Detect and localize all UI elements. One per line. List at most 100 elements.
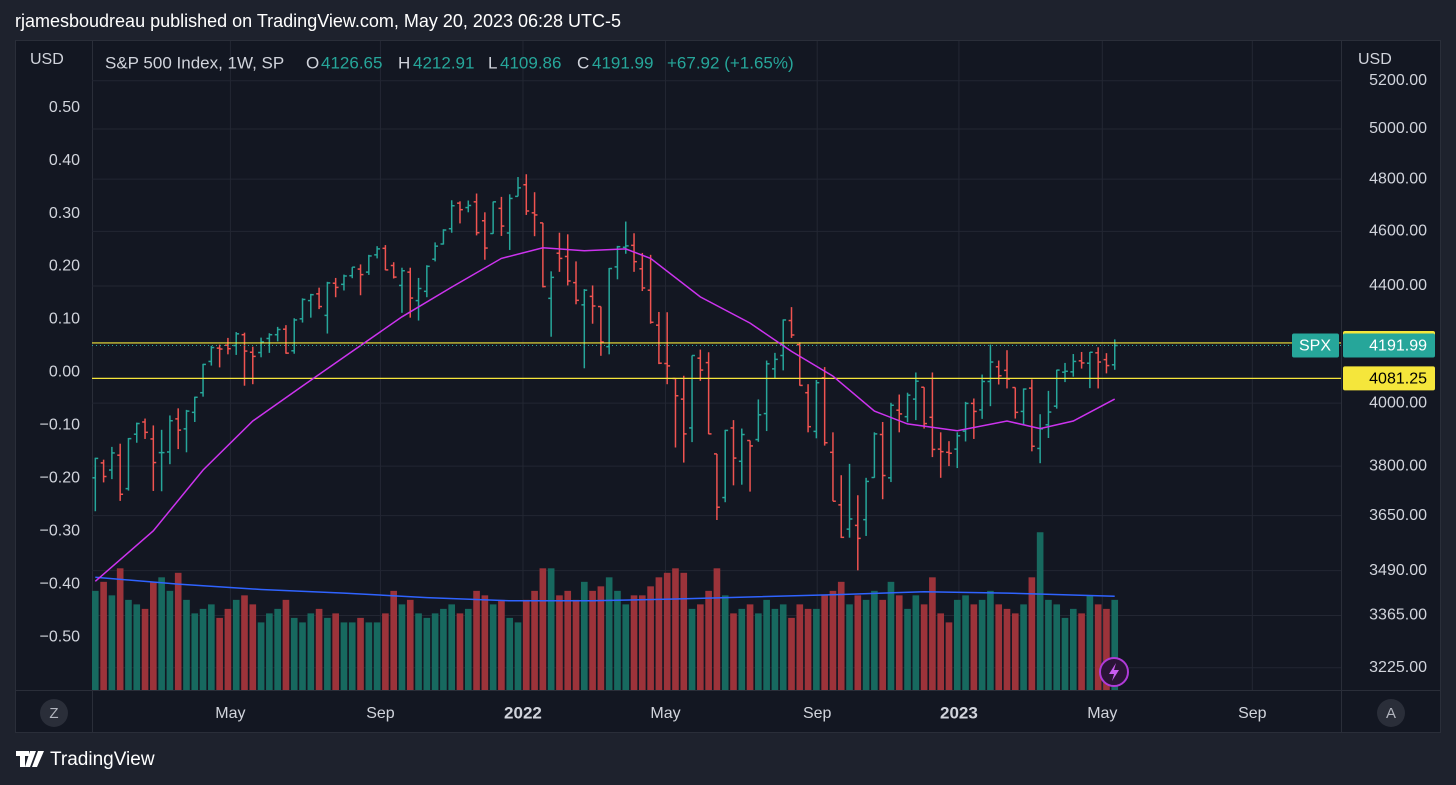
volume-bar <box>605 577 613 690</box>
y-tick-label: 3490.00 <box>1369 562 1427 579</box>
volume-bar <box>614 590 621 690</box>
volume-bar <box>266 613 273 690</box>
volume-bar <box>290 617 298 690</box>
volume-bar <box>299 622 306 690</box>
y-tick-label: 3650.00 <box>1369 507 1427 524</box>
volume-bar <box>945 622 953 690</box>
volume-bar <box>141 608 149 690</box>
volume-bar <box>158 577 165 690</box>
volume-bar <box>912 595 920 690</box>
volume-bar <box>514 622 522 690</box>
volume-bar <box>489 604 497 690</box>
volume-bar <box>962 595 969 690</box>
volume-bar <box>639 595 646 690</box>
legend-c: C <box>577 53 589 72</box>
volume-bar <box>1020 604 1027 690</box>
y2-tick-label: 0.00 <box>49 364 80 381</box>
symbol-tag-label: SPX <box>1299 338 1331 355</box>
volume-bar <box>166 590 174 690</box>
volume-bar <box>1053 604 1061 690</box>
y2-tick-label: 0.40 <box>49 152 80 169</box>
volume-bar <box>622 604 630 690</box>
volume-bar <box>199 608 207 690</box>
auto-button-label[interactable]: A <box>1386 705 1396 722</box>
volume-bar <box>481 595 489 690</box>
auto-button[interactable] <box>1377 699 1405 727</box>
y2-tick-label: −0.10 <box>40 417 81 434</box>
volume-bar <box>813 608 820 690</box>
volume-bar <box>846 604 853 690</box>
volume-bar <box>1094 604 1102 690</box>
volume-bar <box>232 599 240 690</box>
volume-bar <box>133 604 141 690</box>
legend-h: H <box>398 53 410 72</box>
volume-bar <box>647 586 654 690</box>
volume-bar <box>174 572 182 690</box>
volume-bar <box>241 595 248 690</box>
zoom-button[interactable] <box>40 699 68 727</box>
level-tag <box>1343 366 1435 391</box>
volume-bar <box>307 613 315 690</box>
volume-bar <box>150 581 157 690</box>
legend-low: 4109.86 <box>500 53 561 72</box>
volume-bar <box>92 590 99 690</box>
volume-bar <box>1003 608 1011 690</box>
volume-bar <box>779 604 787 690</box>
volume-bar <box>431 613 439 690</box>
volume-bar <box>216 617 223 690</box>
volume-bar <box>763 599 770 690</box>
legend-high: 4212.91 <box>413 53 474 72</box>
last-price-tag <box>1343 333 1435 358</box>
volume-bar <box>672 568 679 690</box>
volume-bar <box>125 599 132 690</box>
volume-bar <box>456 613 464 690</box>
volume-bar <box>697 604 704 690</box>
brand-name: TradingView <box>50 749 155 770</box>
volume-bar <box>539 568 547 690</box>
grid <box>92 41 1341 690</box>
brand-logo <box>16 751 44 767</box>
volume-bar <box>663 572 671 690</box>
volume-bar <box>249 604 257 690</box>
volume-bar <box>987 590 994 690</box>
volume-bar <box>705 590 712 690</box>
y-tick-label: 4600.00 <box>1369 223 1427 240</box>
volume-bar <box>879 599 886 690</box>
volume-bar <box>473 590 480 690</box>
volume-bar <box>1086 595 1094 690</box>
legend-o: O <box>306 53 319 72</box>
volume-bar <box>837 581 845 690</box>
overlays <box>92 247 1341 582</box>
volume-bar <box>340 622 348 690</box>
y-tick-label: 3225.00 <box>1369 659 1427 676</box>
volume-bar <box>348 622 356 690</box>
volume-bar <box>448 604 456 690</box>
y-tick-label: 5200.00 <box>1369 72 1427 89</box>
y2-tick-label: −0.30 <box>40 522 81 539</box>
volume-bar <box>382 613 389 690</box>
volume-bar <box>1045 599 1052 690</box>
volume-pane <box>92 532 1119 690</box>
moving-average-line <box>94 247 1116 582</box>
volume-bar <box>108 595 116 690</box>
volume-bar <box>572 599 580 690</box>
volume-bar <box>970 604 978 690</box>
volume-bar <box>713 568 721 690</box>
x-tick-label: Sep <box>1238 705 1267 722</box>
volume-bar <box>746 604 754 690</box>
x-tick-label: May <box>215 705 245 722</box>
volume-bar <box>771 608 779 690</box>
volume-bar <box>1069 608 1077 690</box>
zoom-button-label[interactable]: Z <box>49 705 58 722</box>
volume-bar <box>978 599 986 690</box>
x-tick-label: 2023 <box>940 703 978 722</box>
volume-bar <box>630 595 638 690</box>
volume-bar <box>688 608 696 690</box>
y-tick-label: 4400.00 <box>1369 277 1427 294</box>
legend-title: S&P 500 Index, 1W, SP <box>105 53 284 72</box>
volume-bar <box>522 599 530 690</box>
volume-bar <box>929 577 936 690</box>
y-tick-label: 4000.00 <box>1369 394 1427 411</box>
alert-bolt <box>1109 663 1119 681</box>
